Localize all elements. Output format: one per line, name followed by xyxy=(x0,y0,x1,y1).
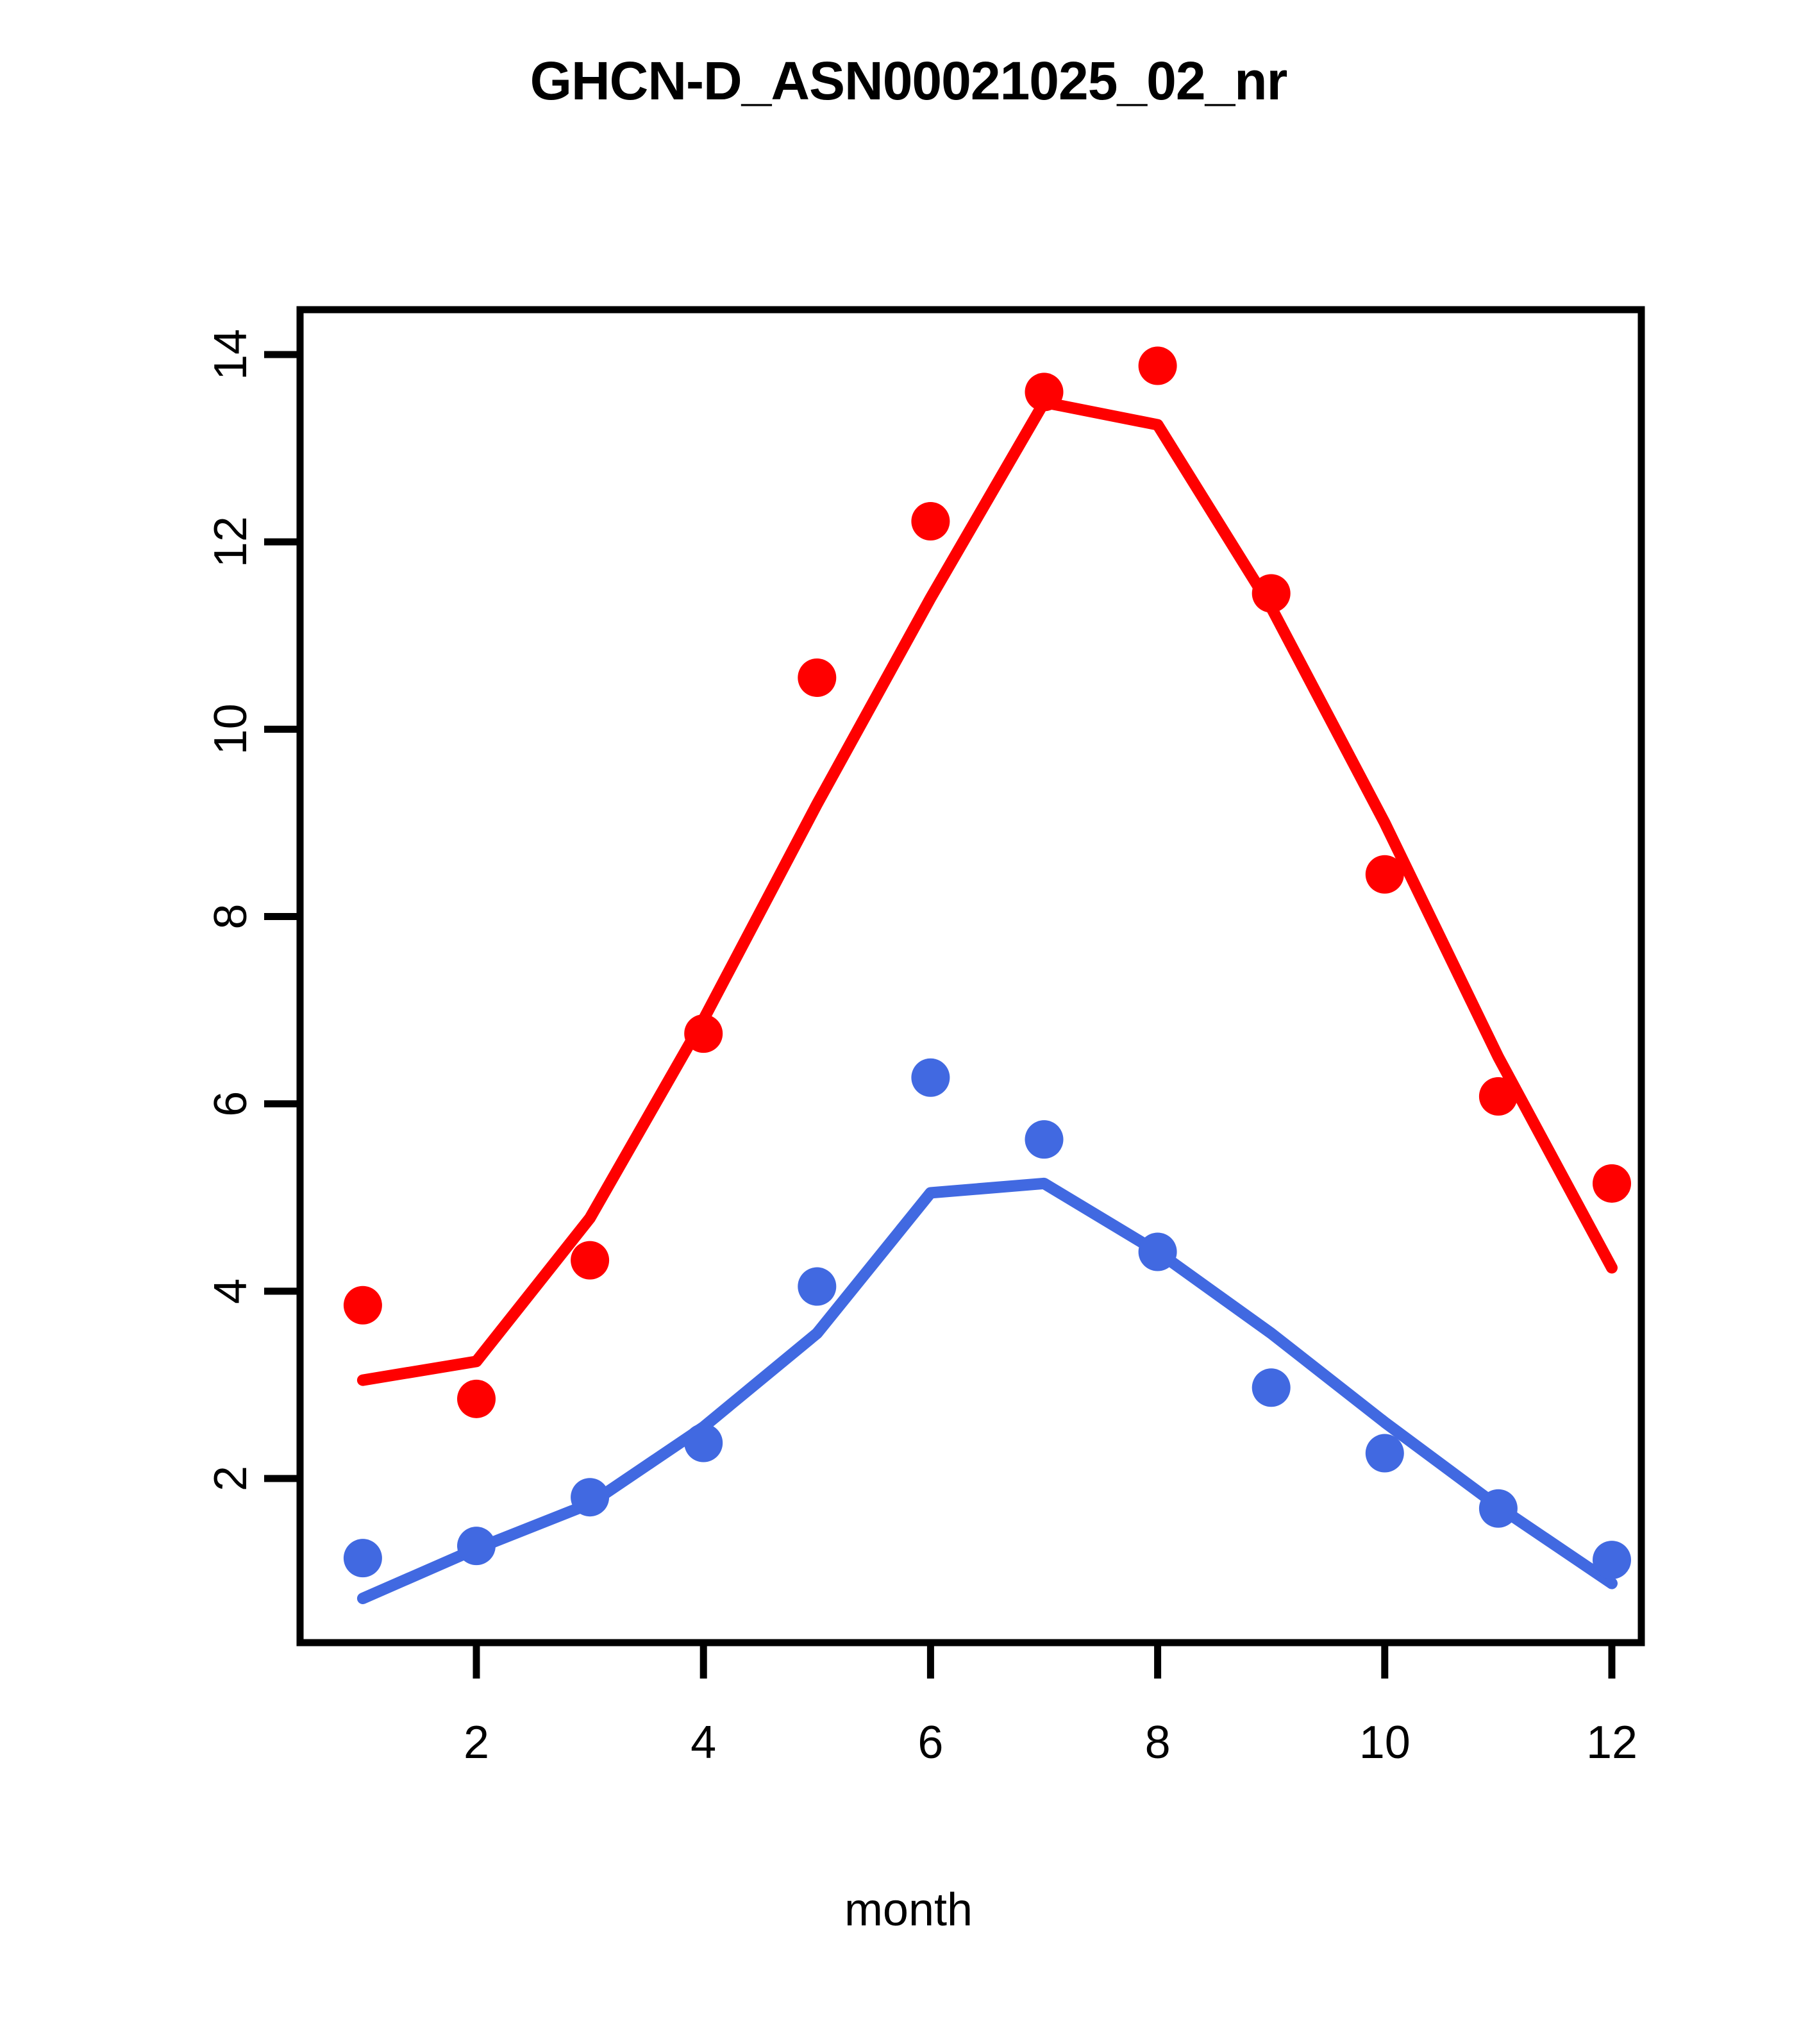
data-point xyxy=(571,1478,610,1517)
data-point xyxy=(798,1267,837,1306)
x-tick-label: 2 xyxy=(464,1717,489,1768)
y-axis-ticks xyxy=(264,351,300,1482)
plot-border xyxy=(296,306,1645,1646)
data-point xyxy=(911,502,950,541)
data-point xyxy=(1252,574,1291,613)
data-point xyxy=(1365,855,1404,894)
data-point xyxy=(684,1014,723,1053)
data-point xyxy=(343,1286,382,1325)
data-point xyxy=(1365,1434,1404,1473)
axis-box xyxy=(296,306,1645,1646)
data-point xyxy=(1593,1541,1631,1580)
data-point xyxy=(1025,1120,1064,1159)
data-point xyxy=(343,1539,382,1578)
data-point xyxy=(1252,1368,1291,1407)
data-point xyxy=(457,1527,496,1566)
x-tick-label: 12 xyxy=(1586,1717,1637,1768)
y-axis-tick-labels: 2 4 6 8 10 12 14 xyxy=(205,329,256,1491)
data-point xyxy=(798,658,837,697)
series-line-upper-smooth xyxy=(356,396,1618,1386)
y-tick-label: 10 xyxy=(205,703,256,755)
y-tick-label: 6 xyxy=(205,1091,256,1117)
x-tick-label: 10 xyxy=(1359,1717,1411,1768)
y-tick-label: 4 xyxy=(205,1278,256,1304)
series-points xyxy=(343,346,1631,1580)
x-tick-label: 4 xyxy=(691,1717,716,1768)
data-point xyxy=(571,1241,610,1280)
x-axis-ticks xyxy=(473,1643,1616,1679)
data-point xyxy=(911,1058,950,1097)
x-tick-label: 8 xyxy=(1145,1717,1171,1768)
data-point xyxy=(1025,373,1064,412)
series-lines xyxy=(356,396,1618,1604)
x-axis-tick-labels: 2 4 6 8 10 12 xyxy=(464,1717,1637,1768)
y-tick-label: 2 xyxy=(205,1466,256,1491)
data-point xyxy=(684,1423,723,1462)
page-title: GHCN-D_ASN00021025_02_nr xyxy=(530,51,1288,111)
data-point xyxy=(1478,1076,1518,1116)
series-line-lower-smooth xyxy=(356,1177,1618,1604)
x-tick-label: 6 xyxy=(917,1717,943,1768)
x-axis-label: month xyxy=(844,1884,973,1936)
data-point xyxy=(1593,1164,1631,1203)
data-point xyxy=(457,1379,496,1418)
y-tick-label: 14 xyxy=(205,329,256,380)
y-tick-label: 12 xyxy=(205,516,256,567)
data-point xyxy=(1138,1232,1177,1271)
y-tick-label: 8 xyxy=(205,903,256,929)
data-point xyxy=(1478,1489,1518,1528)
data-point xyxy=(1138,346,1177,385)
